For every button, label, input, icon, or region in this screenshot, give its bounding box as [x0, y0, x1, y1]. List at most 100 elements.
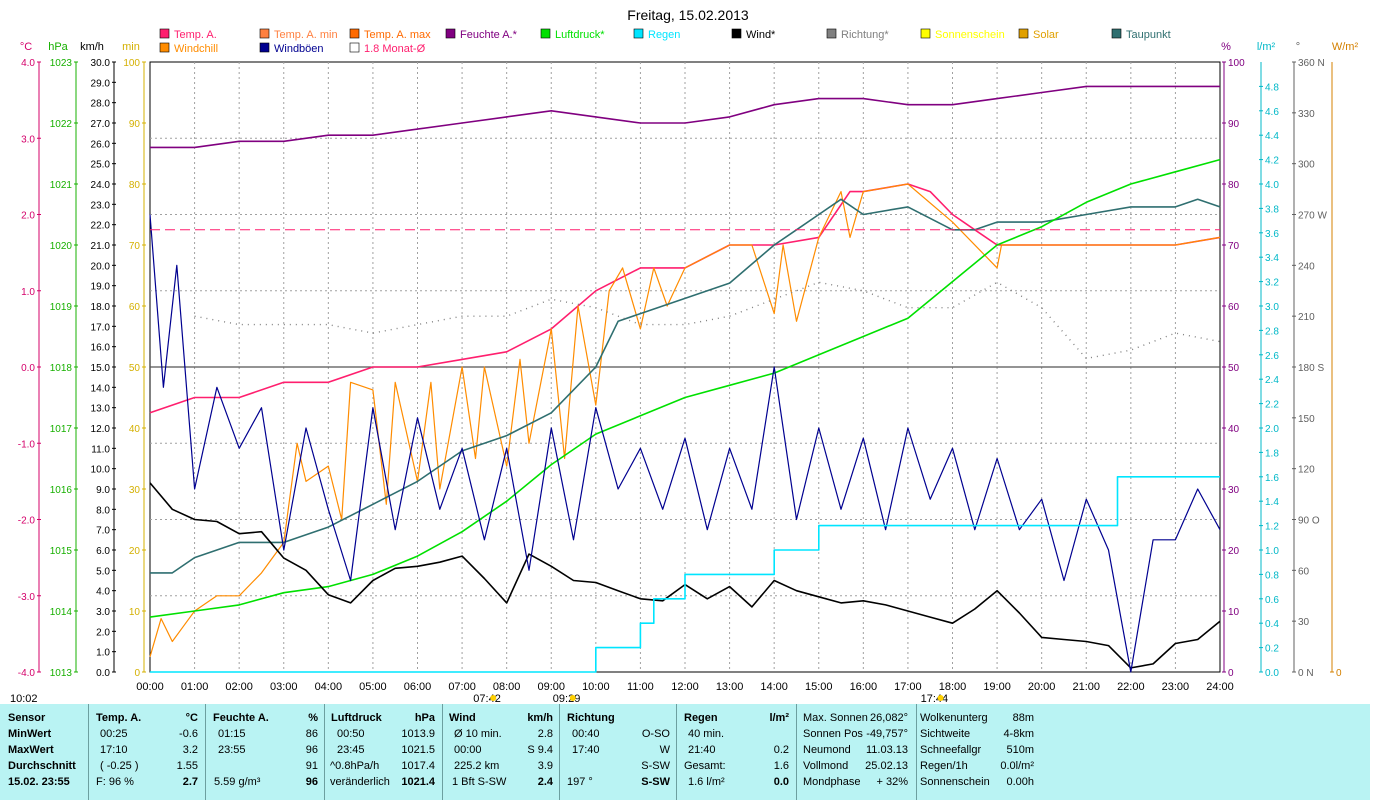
rain-tick-label: 0.8 [1265, 570, 1279, 581]
current-date: 15.02. 23:55 [8, 776, 70, 788]
legend-swatch [259, 42, 270, 53]
wind-tick-label: 29.0 [91, 78, 111, 89]
direction-tick-label: 60 [1298, 566, 1310, 577]
temp-avg: 1.55 [176, 760, 198, 772]
rain-tick-label: 2.8 [1265, 326, 1279, 337]
x-tick-label: 07:00 [448, 681, 476, 693]
humidity-tick-label: 60 [1228, 302, 1240, 313]
press-current: 1021.4 [401, 776, 435, 788]
hum-current: 96 [305, 776, 318, 788]
min-tick-label: 60 [129, 302, 141, 313]
wind-tick-label: 28.0 [91, 99, 111, 110]
rain-r2a: 21:40 [688, 744, 716, 756]
x-tick-label: 19:00 [983, 681, 1011, 693]
maxwert-label: MaxWert [8, 744, 54, 756]
direction-tick-label: 90 O [1298, 516, 1320, 527]
wind-tick-label: 30.0 [91, 58, 111, 69]
hum-max-time: 23:55 [218, 744, 246, 756]
x-tick-label: 06:00 [404, 681, 432, 693]
left-time-label: 10:02 [10, 693, 38, 704]
press-min: 1013.9 [401, 728, 435, 740]
min-tick-label: 80 [129, 180, 141, 191]
humidity-tick-label: 0 [1228, 668, 1234, 679]
direction-tick-label: 30 [1298, 617, 1310, 628]
legend-swatch [349, 42, 360, 53]
x-tick-label: 09:00 [537, 681, 565, 693]
rain-unit: l/m² [769, 712, 789, 724]
misc-label-4: Sonnenschein [920, 776, 990, 788]
x-tick-label: 17:00 [894, 681, 922, 693]
min-tick-label: 0 [134, 668, 140, 679]
press-header: Luftdruck [331, 712, 382, 724]
dir-r3b: S-SW [641, 760, 670, 772]
legend-swatch [445, 28, 456, 39]
wind-tick-label: 5.0 [96, 566, 110, 577]
legend-label: Temp. A. min [274, 29, 338, 41]
temp-tick-label: -4.0 [18, 668, 36, 679]
press-min-time: 00:50 [337, 728, 365, 740]
dir-r2a: 17:40 [572, 744, 600, 756]
rain-r4b: 0.0 [773, 776, 789, 788]
rain-tick-label: 0.6 [1265, 595, 1279, 606]
legend-swatch [349, 28, 360, 39]
min-tick-label: 40 [129, 424, 141, 435]
rain-tick-label: 1.8 [1265, 448, 1279, 459]
x-tick-label: 15:00 [805, 681, 833, 693]
sun-value-4: + 32% [876, 776, 909, 788]
x-tick-label: 24:00 [1206, 681, 1234, 693]
humidity-tick-label: 20 [1228, 546, 1240, 557]
pressure-tick-label: 1020 [50, 241, 73, 252]
sunrise-marker [490, 695, 497, 701]
wind-r2b: S 9.4 [527, 744, 553, 756]
wind-tick-label: 6.0 [96, 546, 110, 557]
temp-tick-label: 4.0 [21, 58, 35, 69]
rain-tick-label: 0.0 [1265, 668, 1279, 679]
wind-r4b: 2.4 [537, 776, 553, 788]
x-tick-label: 03:00 [270, 681, 298, 693]
legend-label: Wind* [746, 29, 776, 41]
x-tick-label: 22:00 [1117, 681, 1145, 693]
temp-max-time: 17:10 [100, 744, 128, 756]
wind-tick-label: 14.0 [91, 383, 111, 394]
temp-unit-label: °C [20, 41, 32, 53]
legend-label: Temp. A. max [364, 29, 431, 41]
min-unit-label: min [122, 41, 140, 53]
hum-unit: % [308, 712, 318, 724]
rain-r1a: 40 min. [688, 728, 725, 740]
series-windchill [149, 183, 1221, 657]
rain-header: Regen [684, 712, 718, 724]
temp-tick-label: 3.0 [21, 134, 35, 145]
wind-tick-label: 19.0 [91, 282, 111, 293]
legend-label: Windböen [274, 43, 324, 55]
rain-tick-label: 4.4 [1265, 131, 1279, 142]
wind-tick-label: 8.0 [96, 505, 110, 516]
pressure-tick-label: 1013 [50, 668, 73, 679]
legend-label: Richtung* [841, 29, 889, 41]
rain-tick-label: 1.4 [1265, 497, 1279, 508]
solar-noon-marker [569, 695, 576, 701]
misc-label-0: Wolkenunterg [920, 712, 988, 724]
wind-tick-label: 7.0 [96, 526, 110, 537]
weather-chart: 00:00 01:00 02:00 03:00 04:00 05:00 06:00 07:00… [10, 7, 1358, 704]
pressure-tick-label: 1014 [50, 607, 73, 618]
rain-tick-label: 0.2 [1265, 644, 1279, 655]
humidity-tick-label: 100 [1228, 58, 1245, 69]
humidity-tick-label: 50 [1228, 363, 1240, 374]
rain-tick-label: 2.4 [1265, 375, 1279, 386]
x-tick-label: 14:00 [760, 681, 788, 693]
rain-r2b: 0.2 [773, 744, 789, 756]
legend-swatch [159, 42, 170, 53]
press-max-time: 23:45 [337, 744, 365, 756]
legend-label: Feuchte A.* [460, 29, 518, 41]
rain-tick-label: 1.0 [1265, 546, 1279, 557]
hum-header: Feuchte A. [213, 712, 269, 724]
x-tick-label: 21:00 [1072, 681, 1100, 693]
temp-tick-label: 2.0 [21, 211, 35, 222]
wind-tick-label: 1.0 [96, 648, 110, 659]
temp-tick-label: 1.0 [21, 287, 35, 298]
sunrise-label: 07:42 [473, 693, 501, 704]
legend-swatch [731, 28, 742, 39]
wind-r1b: 2.8 [537, 728, 553, 740]
rain-unit-label: l/m² [1257, 41, 1276, 53]
wind-tick-label: 15.0 [91, 363, 111, 374]
